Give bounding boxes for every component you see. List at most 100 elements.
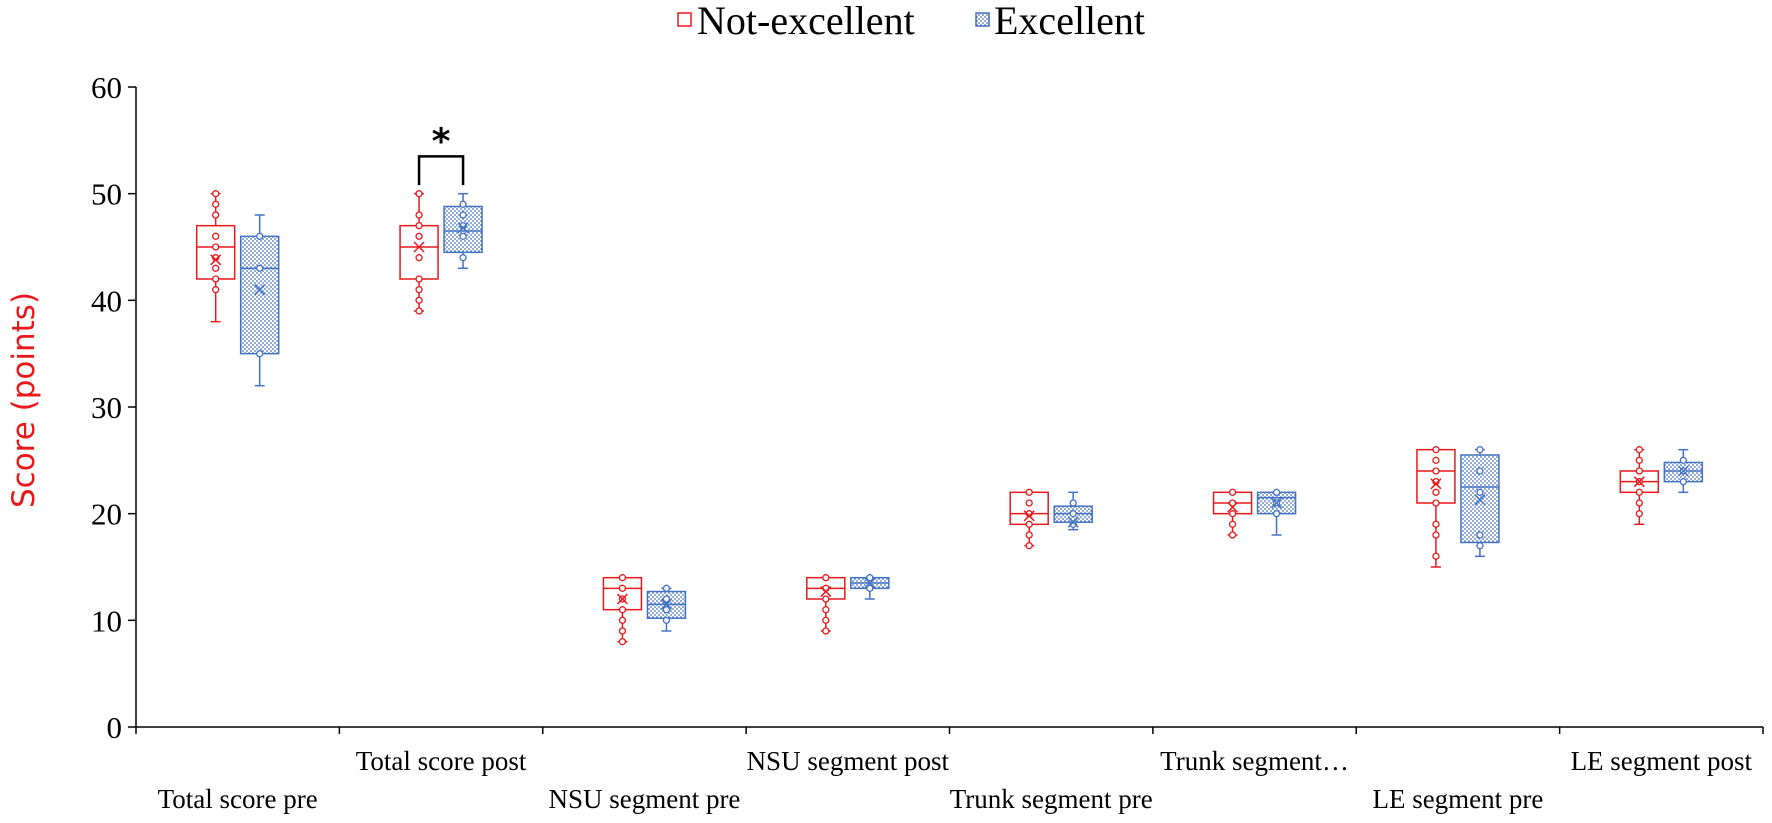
data-point	[1635, 488, 1643, 496]
data-point	[1635, 467, 1643, 475]
data-point	[256, 350, 264, 358]
data-point	[459, 254, 467, 262]
box-not-excellent-5	[1009, 488, 1049, 550]
data-point	[1635, 499, 1643, 507]
box-excellent-3	[646, 584, 687, 632]
mean-marker	[1067, 516, 1079, 528]
data-point	[618, 606, 627, 614]
x-tick-label: NSU segment post	[747, 746, 950, 776]
mean-marker-stroke	[1474, 494, 1486, 506]
data-point	[459, 200, 467, 208]
data-point	[866, 584, 874, 592]
box-not-excellent-2	[399, 190, 439, 315]
data-point	[1025, 520, 1033, 528]
significance-star: *	[432, 121, 451, 162]
mean-marker	[660, 598, 672, 610]
box-excellent-1	[239, 214, 280, 387]
mean-marker	[254, 284, 266, 296]
data-point	[618, 584, 627, 592]
box-not-excellent-3	[602, 574, 643, 646]
data-point	[1635, 510, 1643, 518]
mean-marker-stroke	[413, 241, 425, 253]
data-point	[1679, 478, 1687, 486]
mean-marker	[616, 593, 628, 605]
y-axis-label: Score (points)	[6, 292, 42, 508]
mean-marker-stroke	[616, 593, 628, 605]
data-point	[212, 211, 220, 219]
data-point	[415, 286, 423, 294]
data-point	[618, 638, 627, 646]
data-point	[1069, 510, 1077, 518]
mean-marker-stroke	[660, 598, 672, 610]
y-tick-label: 50	[91, 177, 122, 212]
x-tick-label: LE segment post	[1571, 746, 1753, 776]
box-excellent-5	[1053, 491, 1093, 531]
y-tick-label: 30	[91, 390, 122, 425]
data-point	[1228, 510, 1237, 518]
data-point	[415, 190, 423, 198]
data-point	[1025, 488, 1033, 496]
box-excellent-2	[443, 192, 483, 270]
mean-marker-stroke	[210, 254, 222, 266]
data-point	[459, 232, 467, 240]
y-tick-label: 40	[91, 283, 122, 318]
mean-marker-stroke	[1023, 510, 1035, 522]
y-tick-label: 20	[91, 497, 122, 532]
data-point	[212, 275, 220, 283]
data-point	[1476, 531, 1484, 539]
mean-marker-stroke	[1430, 478, 1442, 490]
box-excellent-8	[1663, 448, 1704, 494]
y-ticks: 0 10 20 30 40 50 60	[91, 70, 136, 745]
data-point	[1476, 488, 1484, 496]
box-excellent-4	[850, 574, 890, 600]
x-tick-label: Trunk segment pre	[950, 784, 1153, 814]
data-point	[1228, 531, 1237, 539]
y-tick-label: 0	[107, 710, 123, 745]
data-point	[662, 595, 671, 603]
legend-swatch-excellent	[975, 12, 990, 27]
data-point	[1025, 531, 1033, 539]
significance-bracket	[417, 155, 465, 186]
mean-marker	[1677, 465, 1689, 477]
y-tick-label: 10	[91, 603, 122, 638]
box-not-excellent-8	[1619, 446, 1660, 526]
mean-marker	[1474, 494, 1486, 506]
box-not-excellent-4	[806, 574, 846, 635]
mean-marker-stroke	[864, 577, 876, 589]
mean-marker	[820, 586, 832, 598]
legend: Not-excellent Excellent	[677, 0, 1145, 43]
data-point	[256, 264, 264, 272]
data-point	[1069, 499, 1077, 507]
mean-marker	[210, 254, 222, 266]
data-point	[212, 232, 220, 240]
x-tick-label: NSU segment pre	[548, 784, 740, 814]
mean-marker-stroke	[1067, 516, 1079, 528]
data-point	[1432, 520, 1440, 528]
data-point	[415, 211, 423, 219]
mean-marker	[1227, 501, 1239, 513]
data-point	[415, 275, 423, 283]
data-point	[866, 574, 874, 582]
legend-item-not-excellent: Not-excellent	[677, 0, 915, 43]
data-point	[822, 606, 830, 614]
data-point	[1228, 499, 1237, 507]
data-point	[212, 200, 220, 208]
data-point	[618, 627, 627, 635]
data-point	[662, 584, 671, 592]
mean-marker-stroke	[1633, 476, 1645, 488]
data-point	[822, 595, 830, 603]
box-not-excellent-6	[1212, 488, 1253, 539]
data-point	[415, 307, 423, 315]
data-point	[1432, 446, 1440, 454]
x-tick-label: Total score post	[356, 746, 527, 776]
data-point	[1025, 499, 1033, 507]
data-point	[415, 232, 423, 240]
legend-label-excellent: Excellent	[994, 0, 1145, 43]
box-excellent-6	[1256, 488, 1297, 536]
data-point	[256, 232, 264, 240]
mean-marker-stroke	[820, 586, 832, 598]
data-point	[1228, 520, 1237, 528]
data-point	[662, 616, 671, 624]
mean-marker	[1023, 510, 1035, 522]
mean-marker-stroke	[1677, 465, 1689, 477]
